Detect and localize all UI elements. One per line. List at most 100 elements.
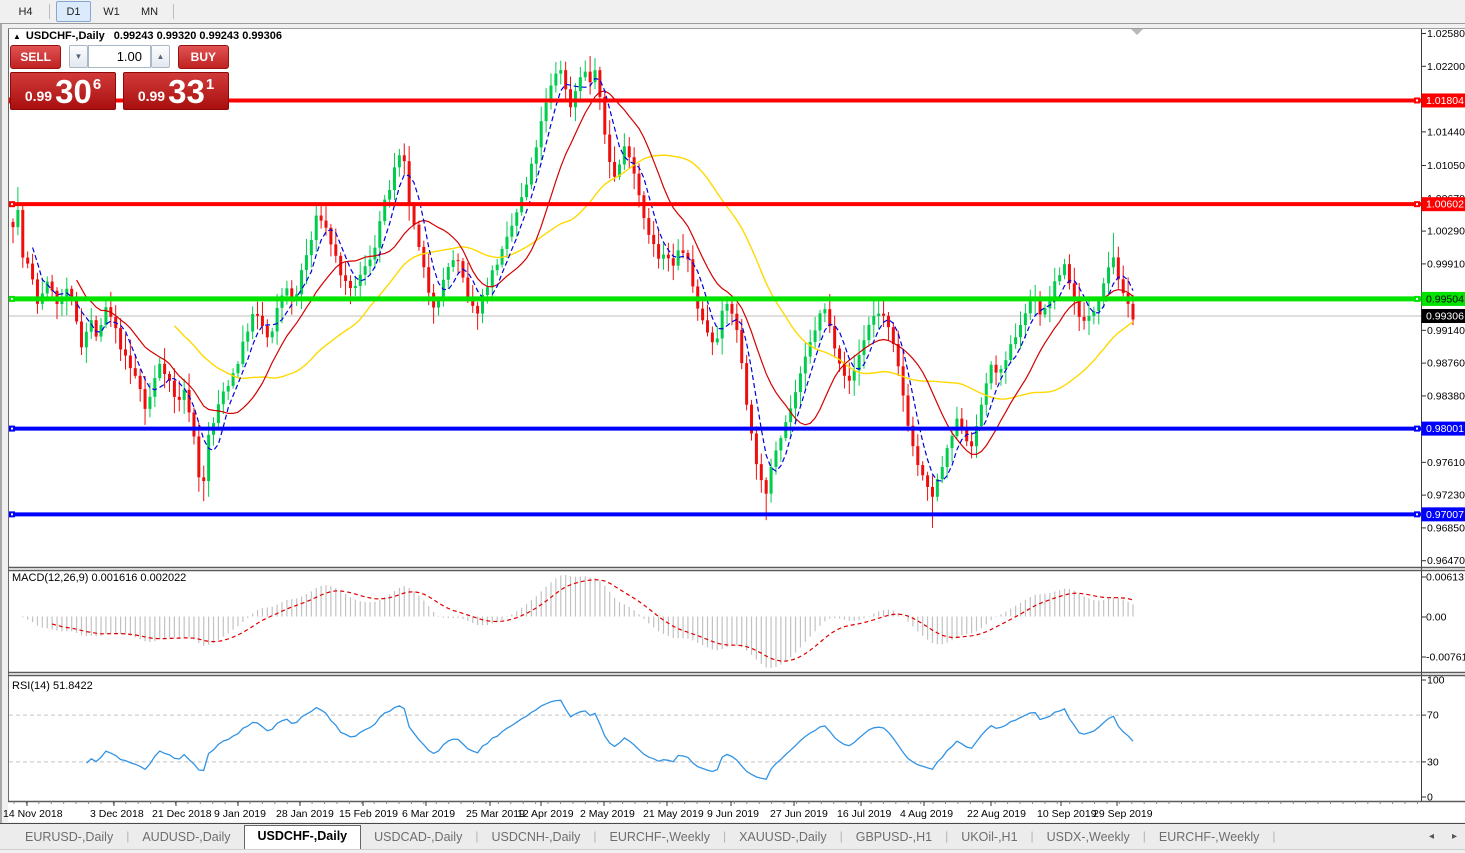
tab-scroll-left-icon[interactable]: ◂ bbox=[1428, 831, 1434, 842]
rsi-value: 51.8422 bbox=[52, 680, 93, 692]
buy-button[interactable]: BUY bbox=[177, 45, 229, 69]
svg-text:6 Mar 2019: 6 Mar 2019 bbox=[402, 808, 455, 820]
svg-text:0.97230: 0.97230 bbox=[1427, 490, 1465, 502]
macd-pane-label: MACD(12,26,9) 0.001616 0.002022 bbox=[12, 572, 186, 584]
svg-text:0.97610: 0.97610 bbox=[1427, 457, 1465, 469]
toolbar-separator bbox=[173, 4, 174, 19]
ohlc-values: 0.99243 0.99320 0.99243 0.99306 bbox=[113, 30, 282, 42]
tf-button-d1[interactable]: D1 bbox=[56, 1, 91, 22]
chart-tab-usdcnh-daily[interactable]: USDCNH-,Daily bbox=[491, 830, 581, 844]
svg-text:0: 0 bbox=[1427, 792, 1433, 804]
tab-separator: | bbox=[126, 829, 130, 843]
svg-text:3 Dec 2018: 3 Dec 2018 bbox=[90, 808, 144, 820]
volume-input[interactable] bbox=[88, 45, 151, 68]
sell-price-display[interactable]: 0.99 30 6 bbox=[10, 72, 116, 110]
svg-text:27 Jun 2019: 27 Jun 2019 bbox=[770, 808, 828, 820]
svg-text:1.02200: 1.02200 bbox=[1427, 61, 1465, 73]
date-axis: 14 Nov 2018 3 Dec 2018 21 Dec 2018 9 Jan 20… bbox=[3, 801, 1418, 820]
svg-text:0.99910: 0.99910 bbox=[1427, 258, 1465, 270]
tab-separator: | bbox=[1030, 829, 1034, 843]
tab-separator: | bbox=[1272, 829, 1276, 843]
tab-separator: | bbox=[722, 829, 727, 843]
chart-tab-audusd-daily[interactable]: AUDUSD-,Daily bbox=[142, 830, 231, 844]
price-axis: 1.025801.022001.018201.014401.010501.006… bbox=[1421, 28, 1465, 804]
chart-tab-eurchf-weekly[interactable]: EURCHF-,Weekly bbox=[1158, 830, 1260, 844]
sell-price-pip: 6 bbox=[92, 76, 102, 93]
sell-button[interactable]: SELL bbox=[10, 45, 62, 69]
sell-price-big: 30 bbox=[55, 73, 92, 110]
chart-header: ▲ USDCHF-,Daily 0.99243 0.99320 0.99243 0.… bbox=[13, 30, 282, 42]
svg-text:0.99504: 0.99504 bbox=[1426, 293, 1464, 305]
chart-tab-xauusd-daily[interactable]: XAUUSD-,Daily bbox=[739, 830, 827, 844]
sell-price-base: 0.99 bbox=[24, 88, 53, 104]
svg-text:22 Aug 2019: 22 Aug 2019 bbox=[967, 808, 1026, 820]
svg-text:1.02580: 1.02580 bbox=[1427, 28, 1465, 40]
svg-text:9 Jan 2019: 9 Jan 2019 bbox=[214, 808, 266, 820]
chart-tab-usdx-weekly[interactable]: USDX-,Weekly bbox=[1046, 830, 1130, 844]
rsi-pane-label: RSI(14) 51.8422 bbox=[12, 680, 93, 692]
rsi-title: RSI(14) bbox=[12, 680, 50, 692]
tab-separator: | bbox=[945, 829, 949, 843]
svg-text:9 Jun 2019: 9 Jun 2019 bbox=[707, 808, 759, 820]
svg-text:0.99306: 0.99306 bbox=[1426, 311, 1464, 323]
macd-values: 0.001616 0.002022 bbox=[91, 572, 187, 584]
svg-text:0.99140: 0.99140 bbox=[1427, 325, 1465, 337]
chart-tab-usdchf-daily[interactable]: USDCHF-,Daily bbox=[243, 825, 362, 849]
one-click-trading-panel: SELL ▼ ▲ BUY 0.99 30 6 0.99 33 1 bbox=[10, 45, 229, 110]
svg-text:70: 70 bbox=[1427, 710, 1439, 722]
chart-shift-marker-icon[interactable] bbox=[1131, 29, 1143, 35]
tab-separator: | bbox=[475, 829, 479, 843]
svg-text:0.98760: 0.98760 bbox=[1427, 358, 1465, 370]
tab-scroll-right-icon[interactable]: ▸ bbox=[1451, 831, 1457, 842]
chart-tab-gbpusd-h1[interactable]: GBPUSD-,H1 bbox=[855, 830, 933, 844]
volume-down-button[interactable]: ▼ bbox=[69, 45, 88, 68]
svg-text:1.00602: 1.00602 bbox=[1426, 199, 1464, 211]
macd-indicator bbox=[22, 575, 1134, 668]
chart-background bbox=[8, 28, 1465, 822]
buy-price-display[interactable]: 0.99 33 1 bbox=[123, 72, 229, 110]
tf-button-w1[interactable]: W1 bbox=[103, 5, 120, 18]
chart-tab-usdcad-daily[interactable]: USDCAD-,Daily bbox=[374, 830, 463, 844]
tf-button-mn[interactable]: MN bbox=[140, 5, 159, 18]
moving-averages bbox=[32, 77, 1134, 482]
chart-tab-ukoil-h1[interactable]: UKOil-,H1 bbox=[961, 830, 1018, 844]
svg-text:15 Feb 2019: 15 Feb 2019 bbox=[339, 808, 398, 820]
macd-title: MACD(12,26,9) bbox=[12, 572, 89, 584]
svg-text:21 Dec 2018: 21 Dec 2018 bbox=[152, 808, 212, 820]
svg-text:0.98380: 0.98380 bbox=[1427, 390, 1465, 402]
spinner-up-icon: ▲ bbox=[156, 52, 165, 61]
tab-scroll-arrows: ◂ ▸ bbox=[1429, 831, 1457, 842]
tab-separator: | bbox=[839, 829, 843, 843]
svg-text:0.00: 0.00 bbox=[1426, 612, 1447, 624]
svg-text:2 May 2019: 2 May 2019 bbox=[580, 808, 635, 820]
svg-text:1.01804: 1.01804 bbox=[1426, 95, 1464, 107]
tab-separator: | bbox=[593, 829, 597, 843]
svg-text:1.01050: 1.01050 bbox=[1427, 160, 1465, 172]
buy-price-big: 33 bbox=[168, 73, 205, 110]
svg-text:0.96470: 0.96470 bbox=[1427, 555, 1465, 567]
svg-text:-0.007612: -0.007612 bbox=[1426, 652, 1465, 664]
svg-text:1.00290: 1.00290 bbox=[1427, 226, 1465, 238]
chart-tab-eurchf-weekly[interactable]: EURCHF-,Weekly bbox=[609, 830, 710, 844]
toolbar-separator bbox=[49, 4, 50, 19]
svg-text:10 Sep 2019: 10 Sep 2019 bbox=[1037, 808, 1097, 820]
svg-text:1.01440: 1.01440 bbox=[1427, 126, 1465, 138]
svg-text:29 Sep 2019: 29 Sep 2019 bbox=[1093, 808, 1153, 820]
svg-text:28 Jan 2019: 28 Jan 2019 bbox=[276, 808, 334, 820]
svg-text:0.96850: 0.96850 bbox=[1427, 522, 1465, 534]
tf-button-h4[interactable]: H4 bbox=[18, 5, 33, 18]
svg-text:16 Jul 2019: 16 Jul 2019 bbox=[837, 808, 891, 820]
svg-text:0.00613: 0.00613 bbox=[1426, 572, 1464, 584]
svg-text:12 Apr 2019: 12 Apr 2019 bbox=[517, 808, 574, 820]
window-bottom-strip bbox=[0, 849, 1465, 853]
spinner-down-icon: ▼ bbox=[74, 52, 83, 61]
window-left-edge bbox=[0, 24, 8, 853]
volume-up-button[interactable]: ▲ bbox=[151, 45, 170, 68]
horizontal-lines[interactable] bbox=[9, 97, 1421, 518]
chart-tabbar: EURUSD-,Daily | AUDUSD-,Daily USDCHF-,Daily… bbox=[0, 823, 1465, 849]
chart-canvas[interactable]: 1.025801.022001.018201.014401.010501.006… bbox=[0, 28, 1465, 823]
collapse-panel-icon[interactable]: ▲ bbox=[13, 32, 21, 41]
chart-tab-eurusd-daily[interactable]: EURUSD-,Daily bbox=[25, 830, 114, 844]
svg-text:30: 30 bbox=[1427, 756, 1439, 768]
